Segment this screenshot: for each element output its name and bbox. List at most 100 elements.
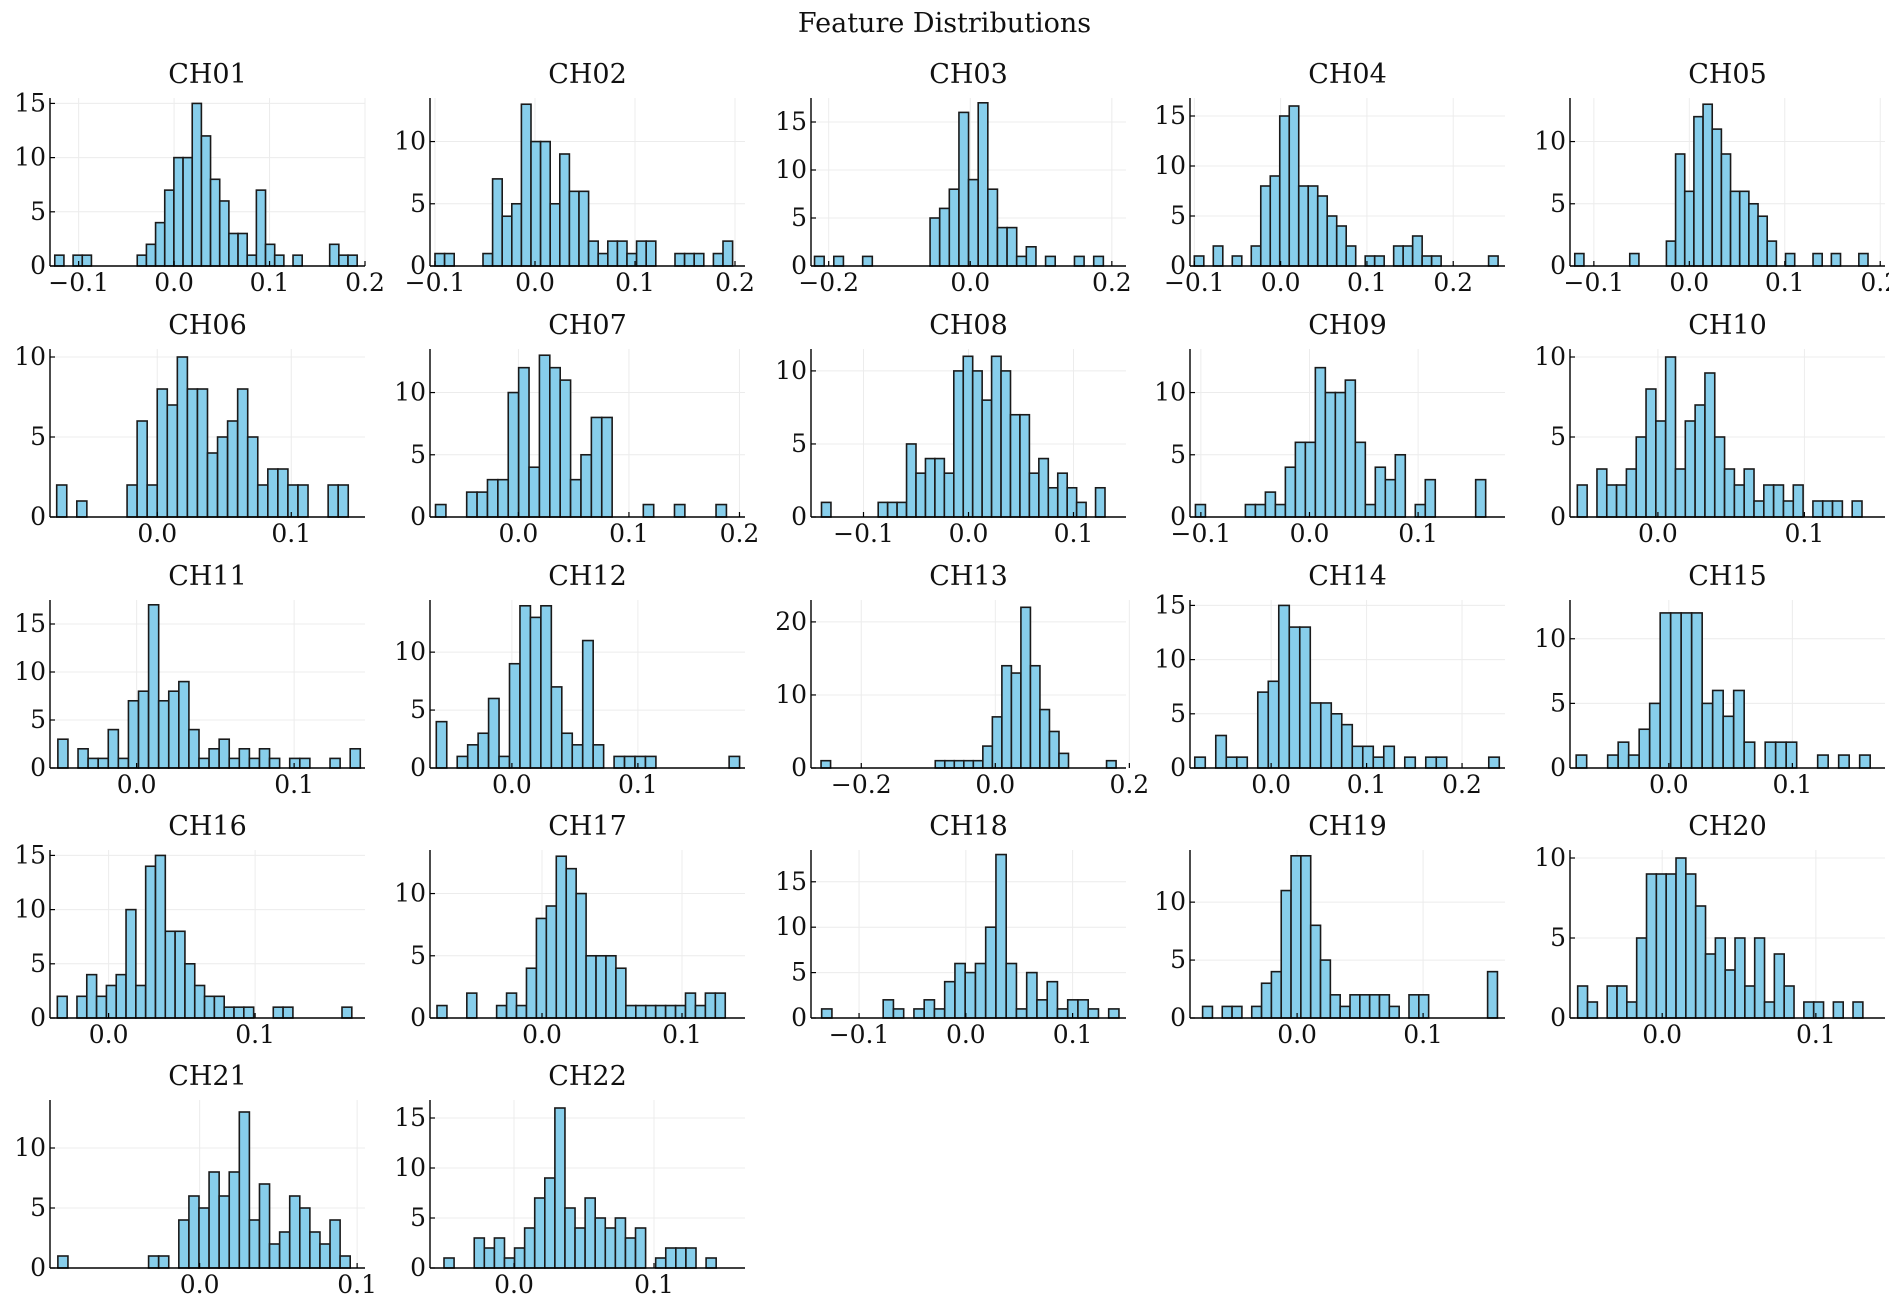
histogram-bar	[984, 926, 997, 1019]
subplot-title: CH05	[1688, 59, 1767, 90]
histogram-bar	[584, 1197, 596, 1269]
histogram-bar	[575, 892, 587, 1019]
histogram-bar	[963, 759, 975, 769]
histogram-bar	[1645, 873, 1658, 1019]
histogram-bar	[272, 1006, 284, 1019]
histogram-ch05: −0.1 0.0 0.1 0.2 0 5 10 CH05	[1534, 59, 1889, 297]
histogram-bar	[206, 452, 219, 518]
histogram-bar	[1015, 1008, 1028, 1019]
histogram-bar	[236, 388, 249, 518]
histogram-bar	[1714, 937, 1726, 1019]
histogram-bar	[166, 404, 179, 518]
histogram-bar	[590, 416, 603, 518]
histogram-bar	[554, 1107, 566, 1269]
histogram-bar	[349, 747, 362, 769]
y-tick-label: 5	[30, 422, 46, 451]
histogram-bar	[568, 190, 580, 267]
x-tick-label: 0.0	[499, 519, 539, 548]
histogram-bar	[1680, 612, 1693, 769]
x-tick-label: 0.0	[950, 268, 990, 297]
histogram-bar	[664, 1004, 677, 1019]
histogram-bar	[1374, 466, 1387, 518]
x-tick-label: 0.0	[180, 1270, 220, 1299]
subplot-title: CH22	[548, 1061, 627, 1092]
x-tick-label: 0.1	[1054, 519, 1094, 548]
x-tick-label: 0.1	[1765, 268, 1805, 297]
histogram-bar	[604, 1227, 617, 1269]
histogram-bar	[1424, 756, 1438, 769]
histogram-bar	[1645, 388, 1657, 518]
histogram-bar	[157, 1255, 170, 1269]
histogram-bar	[715, 503, 728, 518]
x-tick-label: −0.2	[831, 770, 892, 799]
histogram-bar	[594, 1217, 607, 1269]
histogram-bar	[1421, 255, 1433, 267]
histogram-bar	[528, 466, 541, 518]
histogram-bar	[510, 202, 523, 267]
histogram-bar	[507, 391, 520, 518]
histogram-ch22: 0.0 0.1 0 5 10 15 CH22	[394, 1061, 745, 1299]
histogram-bar	[1713, 436, 1726, 518]
histogram-bar	[877, 501, 889, 518]
histogram-bar	[560, 732, 574, 769]
histogram-bar	[1586, 1001, 1599, 1019]
histogram-bar	[482, 252, 494, 267]
histogram-bar	[246, 436, 259, 518]
y-tick-label: 10	[775, 912, 807, 941]
histogram-bar	[1015, 255, 1028, 267]
histogram-bar	[493, 1237, 506, 1269]
histogram-bar	[1048, 730, 1060, 769]
histogram-bar	[1270, 970, 1283, 1019]
histogram-bar	[72, 254, 84, 267]
histogram-bar	[1307, 185, 1319, 267]
histogram-bar	[673, 503, 686, 518]
histogram-bar	[1105, 759, 1117, 769]
x-tick-label: 0.0	[154, 268, 194, 297]
histogram-bar	[1388, 1005, 1400, 1019]
histogram-bar	[967, 178, 979, 267]
histogram-bar	[498, 755, 511, 769]
y-tick-label: 0	[1550, 502, 1566, 531]
x-tick-label: 0.0	[949, 519, 989, 548]
histogram-bar	[1297, 185, 1310, 267]
x-tick-label: 0.1	[1785, 519, 1825, 548]
y-tick-label: 10	[394, 378, 426, 407]
histogram-bar	[705, 1257, 717, 1269]
histogram-bar	[226, 420, 239, 518]
x-tick-label: 0.0	[1649, 770, 1689, 799]
histogram-bar	[1408, 994, 1420, 1019]
histogram-bar	[268, 1243, 281, 1269]
histogram-bar	[258, 1183, 271, 1269]
histogram-bar	[1256, 691, 1270, 769]
histogram-bar	[580, 453, 593, 518]
histogram-bar	[173, 156, 184, 267]
histogram-bar	[882, 999, 895, 1019]
histogram-bar	[1354, 441, 1367, 518]
y-tick-label: 0	[410, 1003, 426, 1032]
histogram-bar	[991, 716, 1003, 769]
histogram-bar	[135, 984, 147, 1019]
histogram-bar	[1330, 713, 1343, 769]
histogram-bar	[605, 954, 617, 1019]
histogram-bar	[1039, 708, 1051, 769]
histogram-bar	[1319, 959, 1332, 1019]
histogram-bar	[208, 747, 220, 769]
histogram-bar	[896, 501, 908, 518]
histogram-bar	[886, 501, 898, 518]
histogram-bar	[587, 240, 599, 267]
histogram-bar	[1605, 484, 1618, 518]
histogram-bar	[564, 1207, 576, 1269]
histogram-bar	[1231, 1005, 1243, 1019]
histogram-bar	[1784, 252, 1796, 267]
histogram-bar	[623, 755, 636, 769]
y-tick-label: 5	[410, 189, 426, 218]
x-tick-label: 0.1	[274, 770, 314, 799]
histogram-bar	[569, 478, 582, 518]
histogram-bar	[1418, 994, 1430, 1019]
histogram-bar	[256, 484, 269, 518]
histogram-bar	[1414, 503, 1427, 518]
histogram-bar	[1288, 105, 1300, 267]
histogram-bar	[1575, 754, 1588, 769]
histogram-bar	[954, 962, 966, 1019]
